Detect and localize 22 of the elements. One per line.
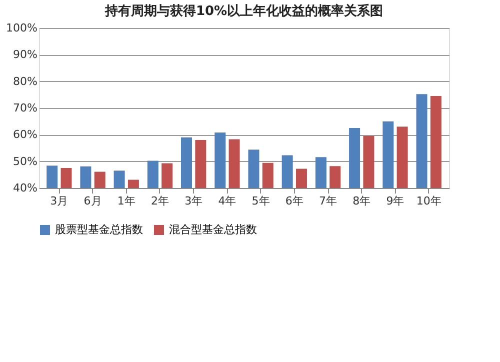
x-tick-label: 1年 [117,194,136,208]
x-tick-label: 4年 [218,194,236,208]
y-tick-label: 100% [6,22,38,34]
y-tick-label: 80% [13,74,38,88]
y-tick-label: 90% [13,48,38,62]
x-tick-label: 3月 [50,194,68,208]
x-tick-label: 5年 [252,194,270,208]
x-tick-label: 6年 [285,194,304,208]
x-tick-label: 3年 [184,194,203,208]
legend-label: 股票型基金总指数 [55,223,143,236]
y-tick-label: 50% [13,154,38,168]
x-tick-label: 9年 [386,194,404,208]
y-tick-label: 70% [13,102,38,114]
legend-label: 混合型基金总指数 [169,223,257,236]
x-tick-label: 7年 [319,194,338,208]
x-tick-label: 2年 [150,194,169,208]
x-tick-label: 8年 [352,194,371,208]
chart-title: 持有周期与获得10%以上年化收益的概率关系图 [104,3,384,19]
x-tick-label: 6月 [84,194,102,208]
x-tick-label: 10年 [416,194,442,208]
y-tick-label: 40% [13,182,38,194]
y-tick-label: 60% [13,128,38,142]
